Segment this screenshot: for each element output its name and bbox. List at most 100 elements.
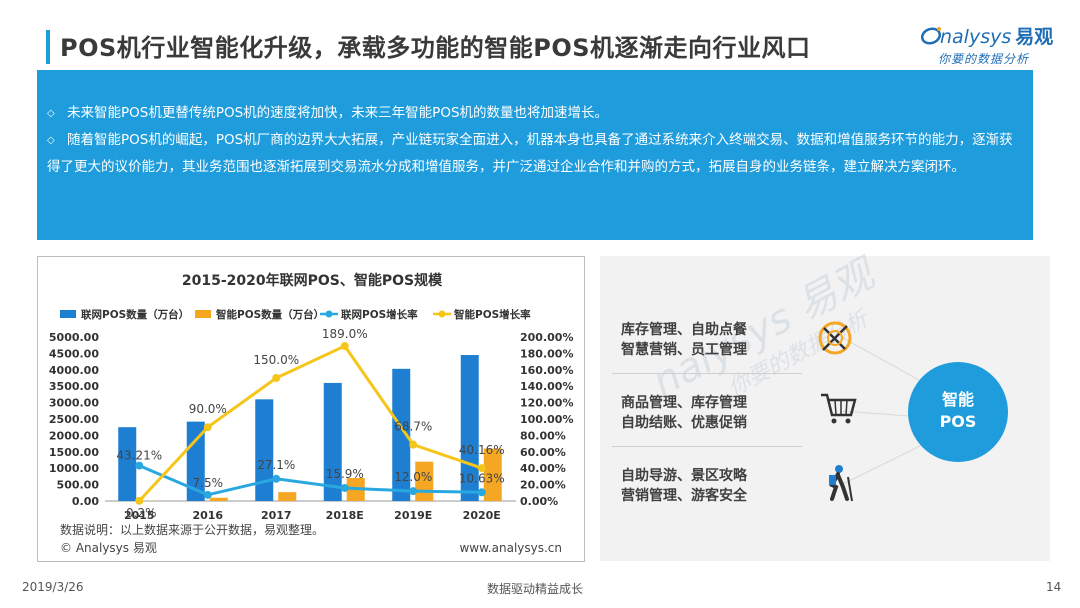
data-label: 90.0% <box>189 402 227 416</box>
bar-networked-pos <box>118 427 137 501</box>
legend-swatch <box>60 310 76 318</box>
shopping-cart-icon <box>821 393 857 424</box>
y-left-tick-label: 2500.00 <box>49 413 99 426</box>
legend-label: 智能POS数量（万台） <box>215 308 324 321</box>
bullet-icon: ◇ <box>47 135 55 146</box>
y-left-tick-label: 3500.00 <box>49 380 99 393</box>
hiker-icon <box>829 465 853 502</box>
feature-line: 商品管理、库存管理 <box>621 395 747 411</box>
summary-item: ◇ 未来智能POS机更替传统POS机的速度将加快，未来三年智能POS机的数量也将加… <box>47 100 1022 127</box>
smart-pos-circle: 智能 POS <box>908 362 1008 462</box>
data-label: 40.16% <box>459 443 505 457</box>
line-point <box>409 487 418 496</box>
data-label: 189.0% <box>322 327 368 341</box>
chart-website: www.analysys.cn <box>459 541 562 555</box>
x-tick-label: 2016 <box>192 509 223 522</box>
y-right-tick-label: 200.00% <box>520 331 573 344</box>
divider <box>612 446 802 447</box>
chart-title: 2015-2020年联网POS、智能POS规模 <box>182 272 443 289</box>
data-label: 27.1% <box>257 458 295 472</box>
feature-line: 库存管理、自助点餐 <box>621 322 747 338</box>
bar-networked-pos <box>392 368 411 501</box>
logo-slogan: 你要的数据分析 <box>938 52 1030 66</box>
page-number: 14 <box>1046 580 1062 594</box>
line-smart-growth <box>138 344 483 502</box>
line-point <box>272 474 281 483</box>
y-right-tick-label: 120.00% <box>520 397 573 410</box>
divider <box>612 373 802 374</box>
footer-date: 2019/3/26 <box>22 580 84 594</box>
y-right-tick-label: 0.00% <box>520 495 558 508</box>
feature-text-retail: 商品管理、库存管理 自助结账、优惠促销 <box>621 393 747 433</box>
x-tick-label: 2018E <box>326 509 364 522</box>
line-point <box>409 440 418 449</box>
y-right-tick-label: 140.00% <box>520 380 573 393</box>
y-left-tick-label: 4500.00 <box>49 347 99 360</box>
line-point <box>135 496 144 505</box>
chart-container: 2015-2020年联网POS、智能POS规模 联网POS数量（万台） 智能POS… <box>37 256 585 562</box>
line-point <box>340 483 349 492</box>
y-left-tick-label: 1500.00 <box>49 446 99 459</box>
y-left-tick-label: 2000.00 <box>49 429 99 442</box>
feature-text-restaurant: 库存管理、自助点餐 智慧营销、员工管理 <box>621 320 747 360</box>
y-left-tick-label: 0.00 <box>72 495 99 508</box>
data-label: 15.9% <box>326 467 364 481</box>
bar-networked-pos <box>323 382 342 501</box>
combo-chart: 2015-2020年联网POS、智能POS规模 联网POS数量（万台） 智能POS… <box>49 272 574 555</box>
chart-copyright: © Analysys 易观 <box>60 541 157 555</box>
y-right-tick-label: 40.00% <box>520 462 566 475</box>
legend-label: 联网POS增长率 <box>341 308 418 321</box>
y-left-tick-label: 3000.00 <box>49 397 99 410</box>
feature-line: 智慧营销、员工管理 <box>621 342 747 358</box>
x-tick-label: 2019E <box>394 509 432 522</box>
page-title: POS机行业智能化升级，承载多功能的智能POS机逐渐走向行业风口 <box>60 34 811 62</box>
line-point <box>272 374 281 382</box>
bar-smart-pos <box>483 448 502 501</box>
y-right-tick-label: 180.00% <box>520 347 573 360</box>
bar-networked-pos <box>255 399 274 501</box>
y-left-tick-label: 5000.00 <box>49 331 99 344</box>
legend-swatch <box>195 310 211 318</box>
y-left-tick-label: 500.00 <box>57 479 100 492</box>
footer-slogan: 数据驱动精益成长 <box>487 582 584 596</box>
data-label: 12.0% <box>394 470 432 484</box>
feature-line: 营销管理、游客安全 <box>621 488 747 504</box>
logo-wordmark: nalysys <box>940 26 1012 48</box>
x-tick-label: 2015 <box>124 509 155 522</box>
line-point <box>203 423 212 432</box>
line-point <box>477 488 486 497</box>
feature-line: 自助导游、景区攻略 <box>621 468 747 484</box>
y-right-tick-label: 20.00% <box>520 479 566 492</box>
summary-panel: ◇ 未来智能POS机更替传统POS机的速度将加快，未来三年智能POS机的数量也将加… <box>37 70 1033 240</box>
data-label: 43.21% <box>116 449 162 463</box>
y-right-tick-label: 80.00% <box>520 429 566 442</box>
food-service-icon <box>818 321 852 355</box>
data-label: 68.7% <box>394 420 432 434</box>
line-point <box>135 461 144 470</box>
line-point <box>340 342 349 351</box>
line-point <box>203 490 212 499</box>
logo-swoosh-icon <box>920 27 942 45</box>
legend-label: 联网POS数量（万台） <box>81 308 189 321</box>
summary-text: 未来智能POS机更替传统POS机的速度将加快，未来三年智能POS机的数量也将加速… <box>67 105 609 121</box>
x-tick-label: 2020E <box>463 509 501 522</box>
analysys-logo: nalysys 易观 你要的数据分析 <box>920 22 1070 72</box>
bar-smart-pos <box>278 492 297 501</box>
data-label: 150.0% <box>253 353 299 367</box>
line-networked-growth <box>138 464 482 497</box>
data-label: 0.2% <box>126 506 157 520</box>
y-right-tick-label: 100.00% <box>520 413 573 426</box>
line-point <box>477 464 486 473</box>
logo-brand-cn: 易观 <box>1015 26 1054 48</box>
feature-text-tourism: 自助导游、景区攻略 营销管理、游客安全 <box>621 466 747 506</box>
center-label: POS <box>939 412 977 431</box>
x-tick-label: 2017 <box>261 509 292 522</box>
legend-marker <box>438 310 446 318</box>
y-right-tick-label: 160.00% <box>520 364 573 377</box>
y-right-tick-label: 60.00% <box>520 446 566 459</box>
summary-text: 随着智能POS机的崛起，POS机厂商的边界大大拓展，产业链玩家全面进入，机器本身… <box>47 132 1013 175</box>
bar-smart-pos <box>209 497 228 501</box>
center-label: 智能 <box>941 390 974 409</box>
legend-marker <box>325 310 333 318</box>
summary-item: ◇ 随着智能POS机的崛起，POS机厂商的边界大大拓展，产业链玩家全面进入，机器本… <box>47 127 1022 180</box>
